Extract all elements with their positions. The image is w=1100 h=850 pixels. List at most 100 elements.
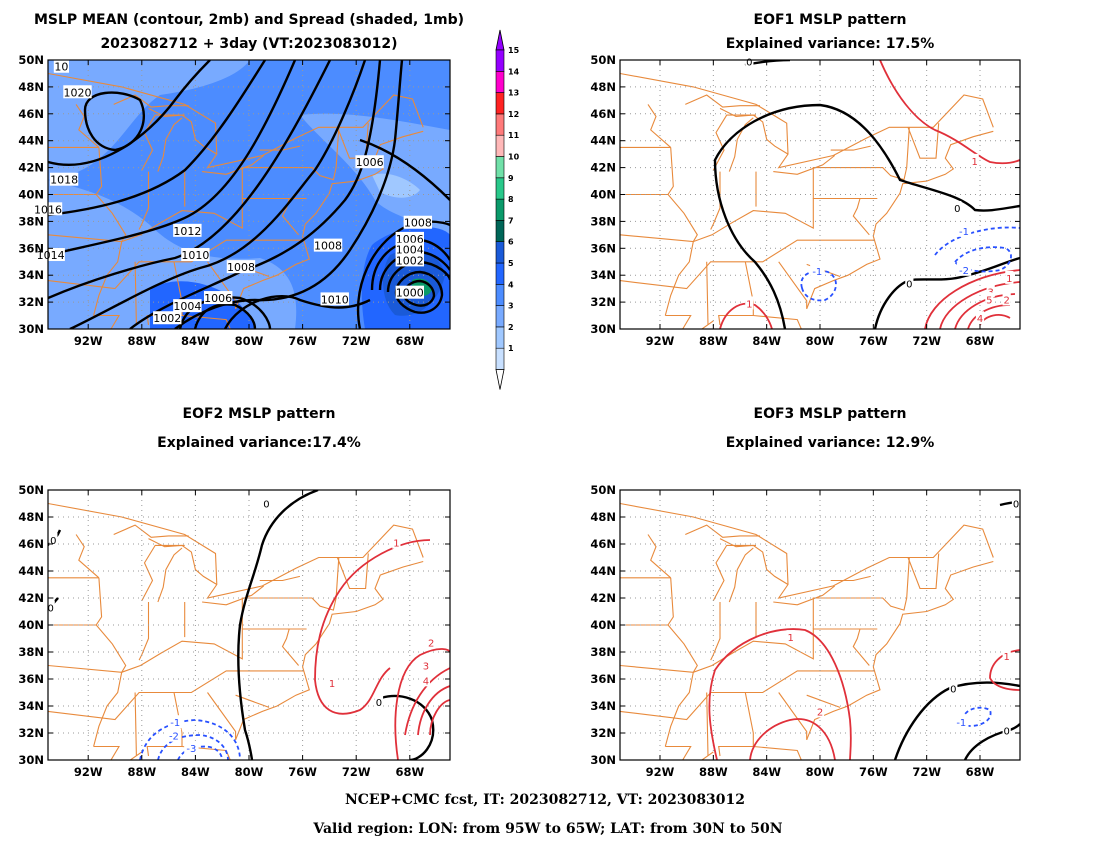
state-border-line (806, 130, 994, 310)
y-tick-label: 30N (18, 322, 44, 336)
colorbar-tick-label: 6 (508, 238, 514, 247)
contour-label-bg (954, 715, 969, 729)
state-border-line (181, 314, 231, 329)
state-border-line (852, 198, 870, 236)
x-tick-label: 80W (235, 765, 264, 779)
panel-title-line2: Explained variance: 12.9% (726, 435, 935, 451)
footer-forecast-info: NCEP+CMC fcst, IT: 2023082712, VT: 20230… (345, 792, 745, 808)
y-tick-label: 44N (590, 564, 616, 578)
colorbar-tick-label: 13 (508, 89, 519, 98)
contour-label: 1014 (37, 249, 65, 262)
state-border-line (647, 534, 672, 579)
contour-label: 0 (906, 279, 912, 290)
contour-label-bg (810, 264, 825, 278)
contour-labels: 1020101810161014101210101008100610041002… (33, 59, 433, 325)
contour-label-bg (953, 200, 962, 214)
state-border-line (93, 314, 120, 329)
colorbar-swatch (495, 347, 505, 370)
contour-label: -1 (959, 227, 969, 238)
colorbar-swatch (495, 283, 505, 306)
contour-label-bg (173, 223, 202, 237)
contour-label-bg (815, 704, 825, 718)
state-border-line (48, 239, 304, 290)
contour-label-bg (956, 223, 972, 237)
contour-label: -2 (169, 732, 179, 743)
state-border-line (753, 314, 802, 329)
y-tick-label: 48N (590, 510, 616, 524)
contour-label: -1 (956, 718, 966, 729)
y-tick-label: 36N (590, 241, 616, 255)
state-border-line (93, 577, 127, 747)
colorbar-swatch (495, 92, 505, 115)
gridlines (48, 490, 450, 760)
panel-eof2: 0 0 0 0 1 1 2 3 4 -1 -2 -3 30N 32N 34N 36N 38N 40N 42N 44N… (18, 406, 451, 779)
contour-label-bg (166, 728, 182, 742)
contour-label-bg (403, 215, 433, 229)
contour-label-bg (374, 694, 384, 708)
contour-label-bg (1005, 270, 1014, 284)
y-tick-label: 38N (18, 214, 44, 228)
contour-label-bg (421, 658, 430, 672)
colorbar-tick-label: 4 (508, 280, 514, 289)
contour-label-bg (36, 248, 65, 262)
x-tick-label: 80W (806, 765, 835, 779)
y-tick-label: 32N (590, 726, 616, 740)
contour-label-bg (1002, 723, 1011, 737)
panel-eof3: 0 0 0 1 1 2 -1 30N 32N 34N 36N 38N 40N 42N 44N 46N 48N 5… (590, 406, 1021, 779)
contour-label: 1008 (314, 240, 342, 253)
state-border-line (665, 745, 692, 760)
contour-label-bg (355, 155, 384, 169)
state-border-line (620, 628, 878, 673)
contour-label-bg (1002, 292, 1011, 306)
state-border-line (620, 239, 875, 290)
state-border-line (134, 261, 137, 326)
colorbar-swatch (495, 156, 505, 179)
contour-label: 10 (54, 61, 68, 74)
panel-title-line1: MSLP MEAN (contour, 2mb) and Spread (sha… (34, 12, 464, 28)
contour-label-bg (395, 242, 424, 256)
colorbar-tick-label: 1 (508, 344, 514, 353)
x-tick-label: 68W (395, 334, 424, 348)
contour-label-bg (975, 311, 985, 325)
contour-label-bg (1002, 649, 1011, 663)
footer-valid-region: Valid region: LON: from 95W to 65W; LAT:… (312, 821, 782, 837)
contour-label-bg (427, 635, 436, 649)
contour-label-bg (327, 676, 337, 690)
state-borders (48, 502, 424, 760)
panel-title-line1: EOF3 MSLP pattern (754, 406, 907, 422)
colorbar-tick-label: 14 (508, 67, 520, 76)
y-tick-label: 40N (18, 188, 44, 202)
contour-label: 4 (423, 676, 429, 687)
contour-label: 1010 (321, 293, 349, 306)
y-tick-label: 40N (18, 618, 44, 632)
colorbar-tick-label: 8 (508, 195, 514, 204)
state-border-line (685, 524, 760, 538)
state-border-line (141, 544, 185, 601)
colorbar-swatch (495, 134, 505, 157)
y-tick-label: 36N (590, 672, 616, 686)
contour-label-bg (181, 248, 210, 262)
panel-title-line1: EOF1 MSLP pattern (754, 12, 907, 28)
x-tick-label: 72W (912, 765, 941, 779)
x-tick-label: 92W (74, 765, 103, 779)
contour-label: 0 (1013, 500, 1019, 511)
state-border-line (710, 602, 721, 661)
contour-label: -2 (959, 266, 969, 277)
contour-label: 2 (817, 707, 823, 718)
contour-label: 0 (746, 57, 752, 68)
contour-label-bg (63, 85, 92, 99)
x-tick-label: 88W (699, 765, 728, 779)
y-tick-label: 50N (18, 53, 44, 67)
y-tick-label: 42N (18, 591, 44, 605)
contour-label-bg (49, 532, 58, 546)
contour-label-bg (745, 54, 754, 68)
x-tick-label: 80W (235, 334, 264, 348)
state-border-line (773, 155, 836, 175)
y-tick-label: 46N (18, 537, 44, 551)
x-tick-label: 68W (395, 765, 424, 779)
contour-label: 1 (746, 299, 752, 310)
y-tick-label: 42N (590, 591, 616, 605)
contour-label-bg (203, 291, 233, 305)
state-border-line (48, 197, 307, 243)
contour-label: 0 (263, 500, 269, 511)
